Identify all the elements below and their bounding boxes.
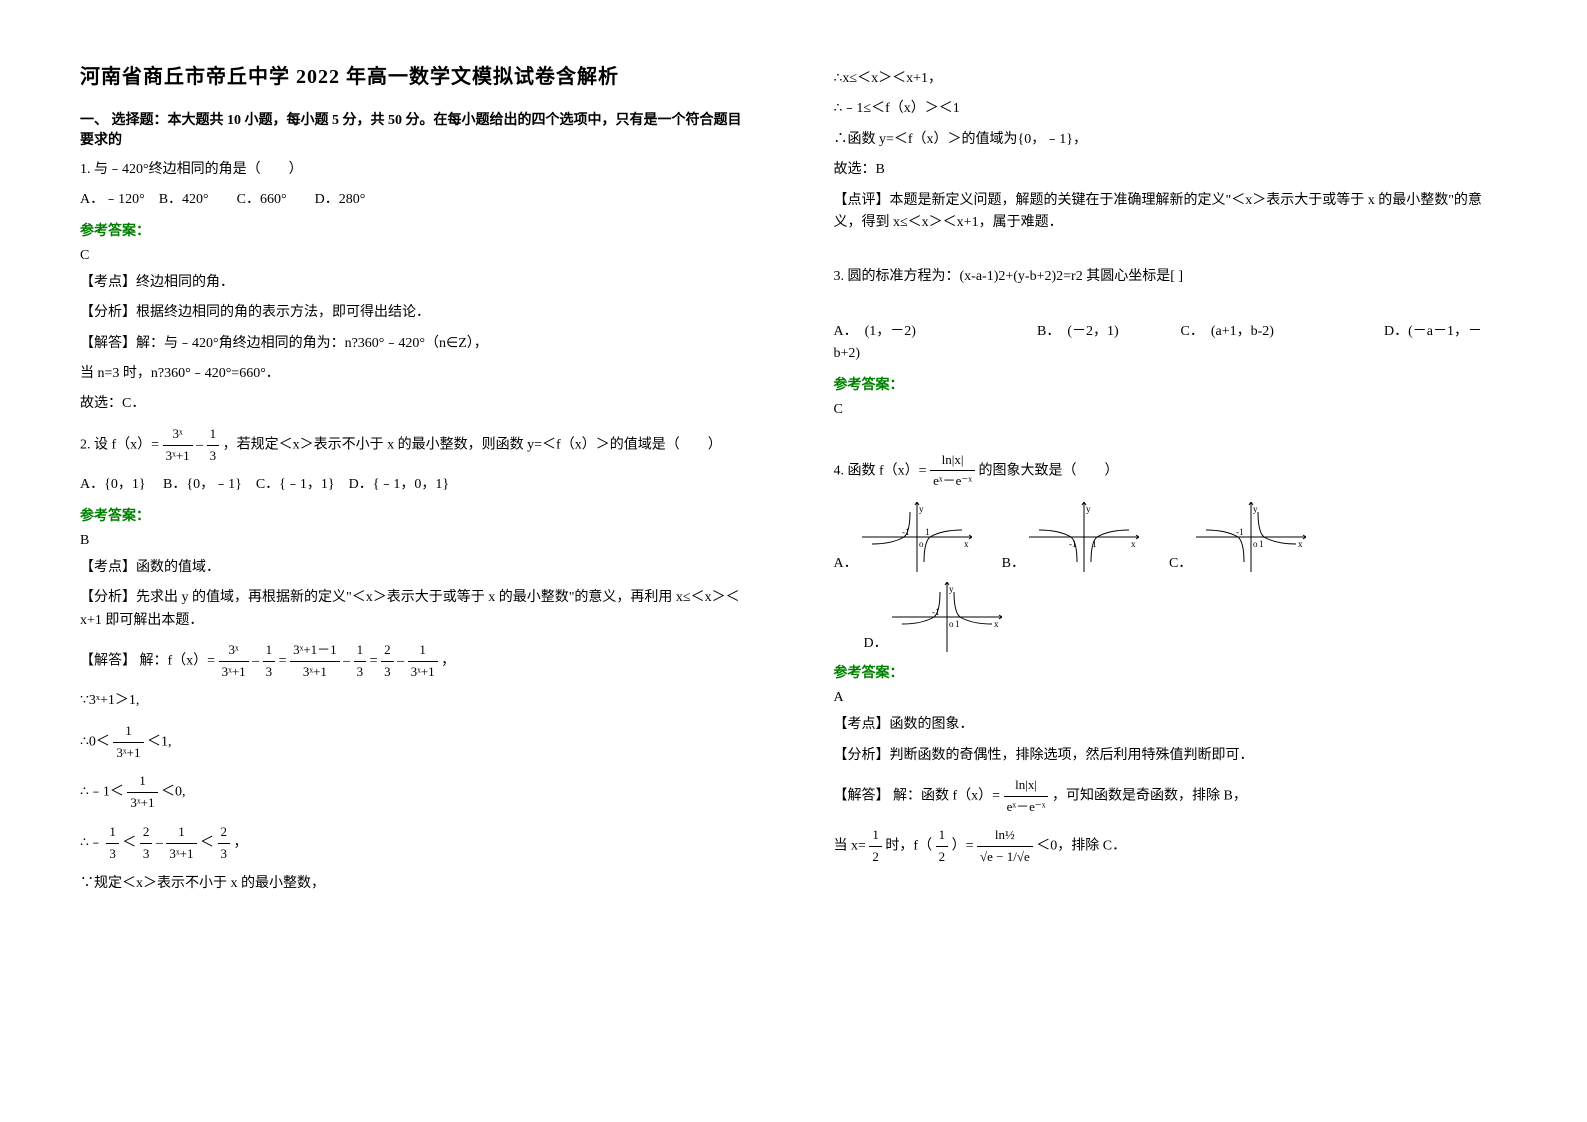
q2-dianping: 【点评】本题是新定义问题，解题的关键在于准确理解新的定义"＜x＞表示大于或等于 …	[834, 190, 1508, 235]
q2-cont1: ∴x≤＜x＞＜x+1，	[834, 68, 1508, 90]
frac-icon: 13ˣ+1	[127, 771, 157, 814]
q4-graph-d: D． -1 1 y x o	[864, 582, 1002, 652]
frac-icon: 23	[218, 822, 231, 865]
frac-icon: 13ˣ+1	[113, 721, 143, 764]
q4-answer-label: 参考答案：	[834, 662, 1508, 682]
q3-answer-label: 参考答案：	[834, 374, 1508, 394]
svg-text:1: 1	[925, 527, 930, 537]
q1-kaodian: 【考点】终边相同的角．	[80, 272, 754, 294]
svg-text:1: 1	[1259, 539, 1264, 549]
frac-icon: 12	[936, 825, 949, 868]
frac-icon: 3ˣ+1－13ˣ+1	[290, 640, 340, 683]
q2-options: A．{0，1} B．{0，﹣1} C．{﹣1，1} D．{﹣1，0，1}	[80, 474, 754, 496]
svg-text:o: o	[949, 619, 954, 629]
q2-step4: ∴﹣ 13 ＜ 23 – 13ˣ+1 ＜ 23 ，	[80, 822, 754, 865]
right-column: ∴x≤＜x＞＜x+1， ∴﹣1≤＜f（x）＞＜1 ∴函数 y=＜f（x）＞的值域…	[794, 0, 1587, 1122]
q4-graph-a: A． -1 1 y x o	[834, 502, 972, 572]
svg-text:o: o	[1253, 539, 1258, 549]
q2-cont3: ∴函数 y=＜f（x）＞的值域为{0，﹣1}，	[834, 129, 1508, 151]
q2-step1: ∵3ˣ+1＞1,	[80, 690, 754, 712]
q2-answer-label: 参考答案：	[80, 505, 754, 525]
q1-jieda2: 当 n=3 时，n?360°﹣420°=660°．	[80, 363, 754, 385]
q2-step3: ∴﹣1＜ 13ˣ+1 ＜0,	[80, 771, 754, 814]
q4-fenxi: 【分析】判断函数的奇偶性，排除选项，然后利用特殊值判断即可．	[834, 745, 1508, 767]
q4-kaodian: 【考点】函数的图象．	[834, 714, 1508, 736]
frac-icon: ln½√e − 1/√e	[977, 825, 1033, 868]
q4-graph-b: B． -1 1 y x	[1002, 502, 1139, 572]
frac-icon: ln|x|eˣ－e⁻ˣ	[930, 450, 975, 493]
q2-kaodian: 【考点】函数的值域．	[80, 557, 754, 579]
svg-text:y: y	[949, 584, 954, 594]
q2-answer: B	[80, 533, 754, 549]
svg-text:-1: -1	[1236, 527, 1244, 537]
q2-cont2: ∴﹣1≤＜f（x）＞＜1	[834, 98, 1508, 120]
graph-c-icon: -1 1 y x o	[1196, 502, 1306, 572]
frac-icon: ln|x|eˣ－e⁻ˣ	[1004, 775, 1049, 818]
q3-options: A． (1，－2) B． (－2，1) C． (a+1，b-2) D．(－a－1…	[834, 321, 1508, 366]
q2-step5: ∵规定＜x＞表示不小于 x 的最小整数，	[80, 873, 754, 895]
q4-stem: 4. 函数 f（x）= ln|x|eˣ－e⁻ˣ 的图象大致是（ ）	[834, 450, 1508, 493]
q1-jieda1: 【解答】解：与﹣420°角终边相同的角为：n?360°﹣420°（n∈Z），	[80, 333, 754, 355]
frac-icon: 13	[263, 640, 276, 683]
q1-options: A．﹣120° B．420° C．660° D．280°	[80, 189, 754, 211]
frac-icon: 13ˣ+1	[408, 640, 438, 683]
svg-text:x: x	[1298, 539, 1303, 549]
svg-text:y: y	[919, 504, 924, 514]
frac-icon: 13ˣ+1	[166, 822, 196, 865]
q2-step2: ∴0＜ 13ˣ+1 ＜1,	[80, 721, 754, 764]
frac-icon: 13	[106, 822, 119, 865]
svg-text:x: x	[994, 619, 999, 629]
q1-fenxi: 【分析】根据终边相同的角的表示方法，即可得出结论．	[80, 302, 754, 324]
q2-cont4: 故选：B	[834, 159, 1508, 181]
left-column: 河南省商丘市帝丘中学 2022 年高一数学文模拟试卷含解析 一、 选择题：本大题…	[0, 0, 794, 1122]
q3-stem: 3. 圆的标准方程为：(x-a-1)2+(y-b+2)2=r2 其圆心坐标是[ …	[834, 266, 1508, 288]
section-heading: 一、 选择题：本大题共 10 小题，每小题 5 分，共 50 分。在每小题给出的…	[80, 109, 754, 149]
q1-answer-label: 参考答案：	[80, 220, 754, 240]
frac-icon: 3ˣ3ˣ+1	[219, 640, 249, 683]
frac-icon: 13	[354, 640, 367, 683]
q4-graphs-row2: D． -1 1 y x o	[834, 582, 1508, 652]
graph-b-icon: -1 1 y x	[1029, 502, 1139, 572]
frac-icon: 12	[869, 825, 882, 868]
q1-answer: C	[80, 248, 754, 264]
q4-graph-c: C． -1 1 y x o	[1169, 502, 1306, 572]
svg-text:x: x	[964, 539, 969, 549]
q2-stem: 2. 设 f（x）= 3ˣ3ˣ+1 – 13 ，若规定＜x＞表示不小于 x 的最…	[80, 424, 754, 467]
q4-jieda1: 【解答】 解：函数 f（x）= ln|x|eˣ－e⁻ˣ ，可知函数是奇函数，排除…	[834, 775, 1508, 818]
frac-icon: 3ˣ3ˣ+1	[163, 424, 193, 467]
q2-fenxi: 【分析】先求出 y 的值域，再根据新的定义"＜x＞表示大于或等于 x 的最小整数…	[80, 587, 754, 632]
frac-icon: 23	[140, 822, 153, 865]
q2-jieda-expand: 【解答】 解：f（x）= 3ˣ3ˣ+1 – 13 = 3ˣ+1－13ˣ+1 – …	[80, 640, 754, 683]
q4-graphs-row1: A． -1 1 y x o B．	[834, 502, 1508, 572]
graph-a-icon: -1 1 y x o	[862, 502, 972, 572]
q3-answer: C	[834, 402, 1508, 418]
q1-stem: 1. 与﹣420°终边相同的角是（ ）	[80, 159, 754, 181]
q4-answer: A	[834, 690, 1508, 706]
svg-text:o: o	[919, 539, 924, 549]
main-title: 河南省商丘市帝丘中学 2022 年高一数学文模拟试卷含解析	[80, 60, 754, 89]
svg-text:y: y	[1086, 504, 1091, 514]
q1-jieda3: 故选：C．	[80, 393, 754, 415]
q4-jieda2: 当 x= 12 时，f（ 12 ）= ln½√e − 1/√e ＜0，排除 C．	[834, 825, 1508, 868]
frac-icon: 13	[207, 424, 220, 467]
frac-icon: 23	[381, 640, 394, 683]
svg-text:y: y	[1253, 504, 1258, 514]
svg-text:x: x	[1131, 539, 1136, 549]
svg-text:1: 1	[955, 619, 960, 629]
graph-d-icon: -1 1 y x o	[892, 582, 1002, 652]
